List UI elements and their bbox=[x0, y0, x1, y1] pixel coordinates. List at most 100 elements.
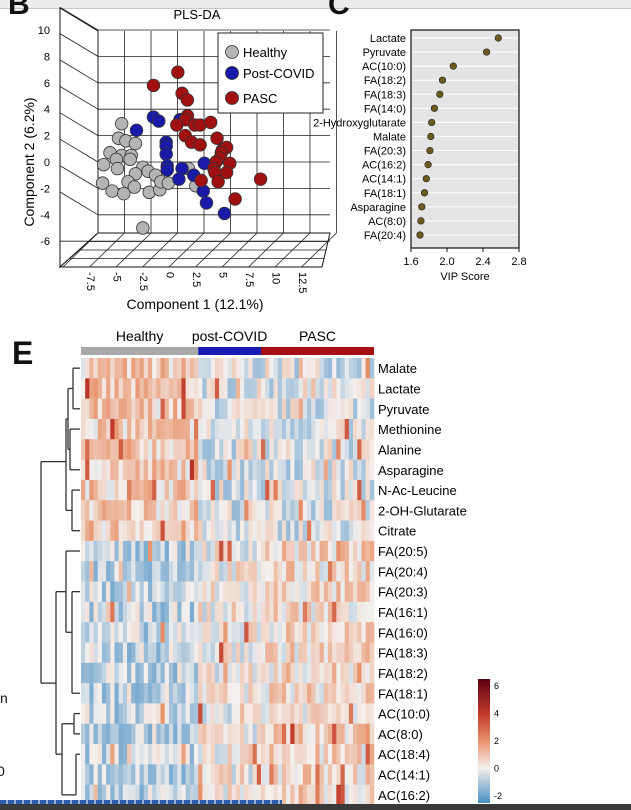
heatmap-cell bbox=[122, 378, 128, 399]
heatmap-cell bbox=[160, 378, 166, 399]
heatmap-cell bbox=[315, 459, 320, 481]
heatmap-cell bbox=[369, 622, 375, 643]
heatmap-cell bbox=[89, 744, 94, 765]
heatmap-cell bbox=[214, 622, 220, 643]
heatmap-cell bbox=[273, 439, 279, 460]
heatmap-cell bbox=[181, 784, 186, 806]
heatmap-cell bbox=[311, 540, 316, 562]
heatmap-cell bbox=[256, 784, 262, 806]
heatmap-cell bbox=[256, 601, 262, 623]
heatmap-cell bbox=[307, 764, 312, 785]
heatmap-cell bbox=[311, 622, 316, 643]
heatmap-cell bbox=[273, 703, 279, 725]
heatmap-cell bbox=[277, 622, 283, 643]
heatmap-cell bbox=[302, 723, 308, 745]
heatmap-cell bbox=[122, 622, 128, 643]
heatmap-cell bbox=[269, 703, 274, 725]
heatmap-cell bbox=[319, 500, 325, 521]
heatmap-cell bbox=[177, 683, 182, 704]
heatmap-cell bbox=[177, 358, 182, 379]
heatmap-cell bbox=[302, 540, 308, 562]
heatmap-cell bbox=[277, 479, 283, 501]
heatmap-cell bbox=[97, 398, 103, 420]
group-label: post-COVID bbox=[192, 328, 267, 344]
heatmap-cell bbox=[214, 784, 220, 806]
x-tick-label: 10 bbox=[270, 272, 282, 284]
vip-x-tick-label: 2.8 bbox=[511, 256, 526, 268]
heatmap-cell bbox=[298, 398, 304, 420]
heatmap-cell bbox=[323, 439, 329, 460]
heatmap-cell bbox=[327, 459, 333, 481]
heatmap-cell bbox=[235, 561, 241, 582]
heatmap-cell bbox=[93, 398, 99, 420]
heatmap-cell bbox=[231, 500, 237, 521]
heatmap-cell bbox=[290, 744, 295, 765]
heatmap-cell bbox=[307, 439, 312, 460]
heatmap-cell bbox=[298, 703, 304, 725]
heatmap-cell bbox=[214, 540, 220, 562]
truncated-link[interactable] bbox=[0, 800, 282, 805]
heatmap-cell bbox=[194, 642, 199, 664]
heatmap-cell bbox=[298, 561, 304, 582]
vip-row-label: Pyruvate bbox=[363, 47, 406, 59]
colorbar-tick-label: 4 bbox=[494, 708, 499, 718]
heatmap-cell bbox=[97, 500, 103, 521]
heatmap-cell bbox=[202, 520, 207, 542]
heatmap-cell bbox=[344, 744, 350, 765]
heatmap-cell bbox=[202, 683, 207, 704]
heatmap-cell bbox=[97, 540, 103, 562]
heatmap-cell bbox=[194, 378, 199, 399]
heatmap-cell bbox=[223, 500, 228, 521]
heatmap-cell bbox=[340, 500, 345, 521]
heatmap-cell bbox=[135, 622, 140, 643]
heatmap-cell bbox=[256, 378, 262, 399]
heatmap-cell bbox=[265, 418, 270, 440]
heatmap-cell bbox=[81, 561, 86, 582]
heatmap-cell bbox=[315, 764, 320, 785]
heatmap-cell bbox=[307, 520, 312, 542]
heatmap-cell bbox=[290, 439, 295, 460]
heatmap-cell bbox=[198, 683, 203, 704]
heatmap-cell bbox=[114, 764, 119, 785]
heatmap-cell bbox=[147, 723, 153, 745]
heatmap-cell bbox=[302, 520, 308, 542]
heatmap-cell bbox=[114, 703, 119, 725]
heatmap-cell bbox=[344, 540, 350, 562]
heatmap-cell bbox=[194, 764, 199, 785]
heatmap-cell bbox=[85, 439, 90, 460]
heatmap-cell bbox=[340, 378, 345, 399]
heatmap-cell bbox=[235, 500, 241, 521]
heatmap-row-label: AC(16:2) bbox=[378, 788, 430, 803]
heatmap-cell bbox=[110, 601, 115, 623]
heatmap-cell bbox=[298, 744, 304, 765]
heatmap-cell bbox=[348, 398, 354, 420]
heatmap-cell bbox=[256, 520, 262, 542]
heatmap-cell bbox=[235, 703, 241, 725]
heatmap-cell bbox=[198, 723, 203, 745]
heatmap-cell bbox=[277, 723, 283, 745]
heatmap-cell bbox=[311, 744, 316, 765]
heatmap-cell bbox=[290, 784, 295, 806]
heatmap-cell bbox=[139, 439, 145, 460]
heatmap-cell bbox=[118, 520, 124, 542]
heatmap-cell bbox=[185, 479, 191, 501]
heatmap-cell bbox=[248, 662, 253, 684]
horizontal-scrollbar[interactable] bbox=[0, 804, 631, 810]
vip-point bbox=[417, 217, 425, 225]
heatmap-cell bbox=[273, 764, 279, 785]
heatmap-cell bbox=[340, 784, 345, 806]
y-tick-label: -6 bbox=[40, 236, 50, 248]
heatmap-cell bbox=[298, 642, 304, 664]
heatmap-row-label: Lactate bbox=[378, 381, 421, 396]
heatmap-cell bbox=[307, 581, 312, 603]
heatmap-cell bbox=[139, 540, 145, 562]
heatmap-cell bbox=[223, 520, 228, 542]
heatmap-cell bbox=[85, 601, 90, 623]
heatmap-cell bbox=[206, 764, 212, 785]
heatmap-cell bbox=[156, 581, 161, 603]
heatmap-cell bbox=[198, 622, 203, 643]
heatmap-cell bbox=[281, 500, 287, 521]
heatmap-cell bbox=[202, 703, 207, 725]
heatmap-cell bbox=[286, 764, 291, 785]
heatmap-chart: Healthy post-COVID PASC MalateLactatePyruv… bbox=[40, 328, 502, 806]
